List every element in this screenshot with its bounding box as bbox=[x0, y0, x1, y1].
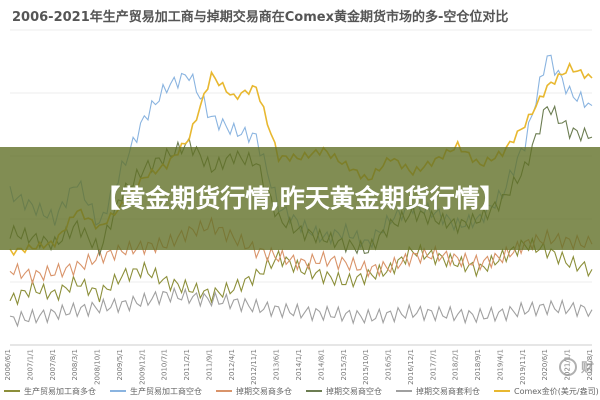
x-tick-label: 2012/11/1 bbox=[250, 349, 258, 385]
x-tick-label: 2008/10/1 bbox=[94, 349, 102, 385]
x-tick-label: 2014/1/1 bbox=[295, 349, 303, 380]
legend-item: 生产贸易加工商空仓 bbox=[110, 386, 202, 397]
x-tick-label: 2007/8/1 bbox=[49, 349, 57, 380]
legend-label: Comex金价(美元/盎司) bbox=[514, 386, 599, 396]
x-tick-label: 2021/8/1 bbox=[586, 349, 594, 380]
x-tick-label: 2009/5/1 bbox=[116, 349, 124, 380]
legend-label: 掉期交易商多仓 bbox=[236, 386, 292, 396]
legend-label: 掉期交易商套利仓 bbox=[416, 386, 480, 396]
x-tick-label: 2016/5/1 bbox=[385, 349, 393, 380]
legend-swatch bbox=[306, 390, 322, 392]
x-tick-label: 2010/7/1 bbox=[161, 349, 169, 380]
x-tick-label: 2015/3/1 bbox=[340, 349, 348, 380]
x-tick-label: 2009/12/1 bbox=[138, 349, 146, 385]
x-tick-label: 2018/2/1 bbox=[452, 349, 460, 380]
legend-item: Comex金价(美元/盎司) bbox=[494, 386, 599, 397]
legend-label: 掉期交易商空仓 bbox=[326, 386, 382, 396]
x-tick-label: 2019/4/1 bbox=[496, 349, 504, 380]
legend-swatch bbox=[396, 390, 412, 392]
x-tick-label: 2011/2/1 bbox=[183, 349, 191, 380]
chart-legend: 生产贸易加工商多仓 生产贸易加工商空仓 掉期交易商多仓 掉期交易商空仓 掉期交易商套利仓… bbox=[0, 382, 600, 400]
legend-swatch bbox=[494, 390, 510, 392]
legend-item: 生产贸易加工商多仓 bbox=[4, 386, 96, 397]
watermark-text: 财 bbox=[580, 361, 594, 376]
headline-text: 【黄金期货行情,昨天黄金期货行情】 bbox=[95, 183, 505, 213]
legend-label: 生产贸易加工商多仓 bbox=[24, 386, 96, 396]
x-tick-label: 2018/9/1 bbox=[474, 349, 482, 380]
x-tick-label: 2008/3/1 bbox=[71, 349, 79, 380]
legend-swatch bbox=[110, 390, 126, 392]
x-tick-label: 2006/6/1 bbox=[4, 349, 12, 380]
headline-banner: 【黄金期货行情,昨天黄金期货行情】 bbox=[0, 147, 600, 250]
x-tick-label: 2016/12/1 bbox=[407, 349, 415, 385]
x-tick-label: 2017/7/1 bbox=[429, 349, 437, 380]
x-tick-label: 2020/6/1 bbox=[541, 349, 549, 380]
chart-title: 2006-2021年生产贸易加工商与掉期交易商在Comex黄金期货市场的多-空仓… bbox=[12, 10, 509, 25]
x-tick-label: 2007/1/1 bbox=[26, 349, 34, 380]
x-tick-label: 2019/11/1 bbox=[519, 349, 527, 385]
legend-item: 掉期交易商多仓 bbox=[216, 386, 292, 397]
x-tick-label: 2014/8/1 bbox=[317, 349, 325, 380]
x-tick-label: 2011/9/1 bbox=[205, 349, 213, 380]
x-tick-label: 2013/6/1 bbox=[273, 349, 281, 380]
series-line bbox=[9, 236, 593, 307]
watermark: 财 bbox=[558, 357, 594, 376]
series-line bbox=[9, 216, 593, 286]
legend-item: 掉期交易商空仓 bbox=[306, 386, 382, 397]
series-line bbox=[9, 286, 593, 328]
legend-swatch bbox=[4, 390, 20, 392]
watermark-logo-icon bbox=[558, 357, 577, 376]
x-tick-label: 2015/10/1 bbox=[362, 349, 370, 385]
legend-item: 掉期交易商套利仓 bbox=[396, 386, 480, 397]
legend-label: 生产贸易加工商空仓 bbox=[130, 386, 202, 396]
x-tick-label: 2012/4/1 bbox=[228, 349, 236, 380]
legend-swatch bbox=[216, 390, 232, 392]
